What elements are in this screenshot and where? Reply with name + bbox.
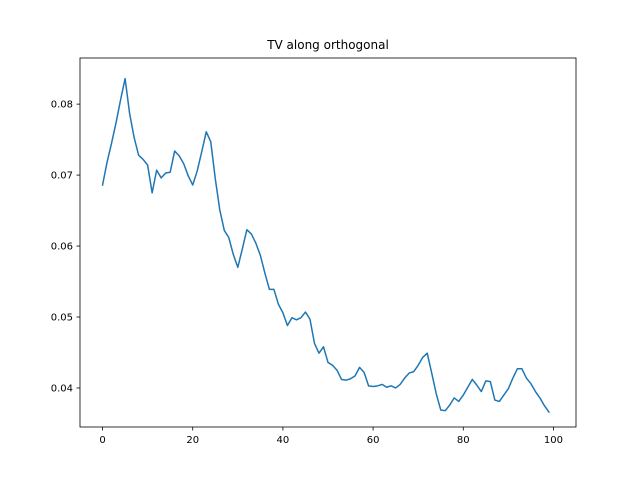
x-tick-label: 60 (367, 435, 380, 446)
y-tick-label: 0.06 (51, 242, 73, 253)
plot-area (80, 58, 576, 427)
x-tick-label: 80 (457, 435, 470, 446)
chart-title: TV along orthogonal (266, 38, 389, 52)
plot-frame (79, 57, 577, 428)
y-axis: 0.04 0.05 0.06 0.07 0.08 (51, 100, 80, 394)
series-group (101, 77, 550, 414)
y-tick-label: 0.07 (51, 171, 73, 182)
x-tick-label: 40 (277, 435, 290, 446)
y-tick-label: 0.04 (51, 383, 73, 394)
y-tick-label: 0.05 (51, 313, 73, 324)
plot-background (80, 58, 576, 427)
x-tick-label: 20 (186, 435, 199, 446)
y-tick-label: 0.08 (51, 100, 73, 111)
x-tick-label: 100 (544, 435, 563, 446)
x-tick-label: 0 (99, 435, 105, 446)
x-axis: 0 20 40 60 80 100 (99, 427, 563, 446)
series-line-0 (101, 77, 550, 414)
